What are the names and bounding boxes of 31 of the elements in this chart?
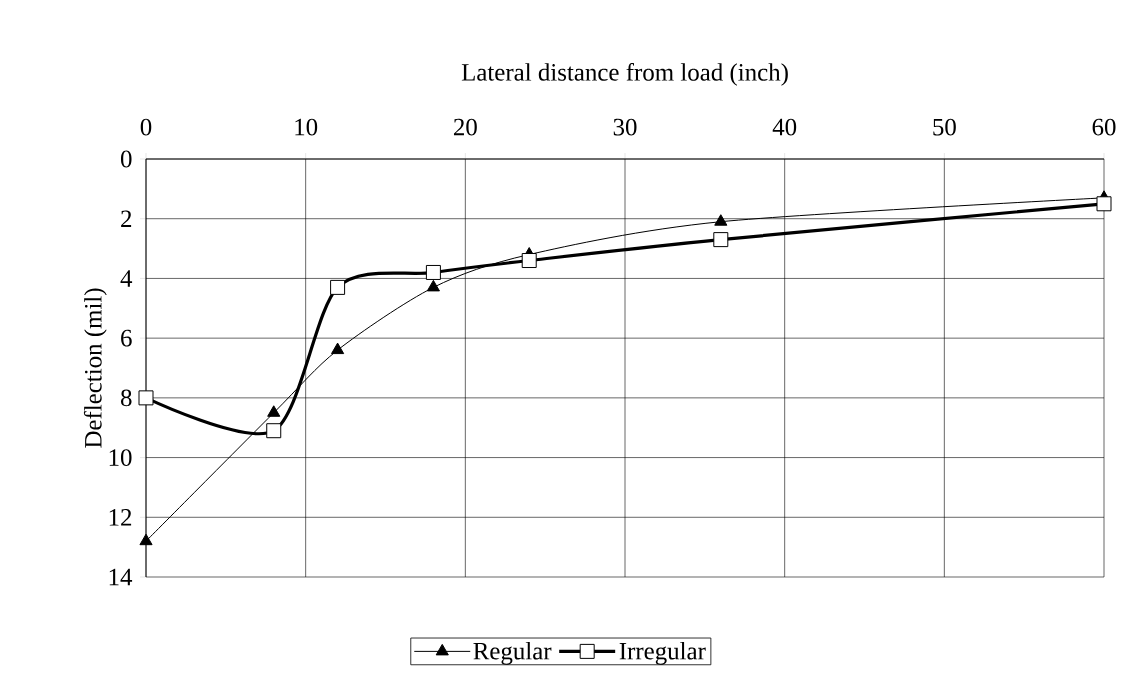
x-tick-label: 30 bbox=[613, 118, 637, 136]
legend-label: Irregular bbox=[619, 642, 706, 665]
x-tick-label: 20 bbox=[453, 118, 477, 136]
y-tick-label: 10 bbox=[109, 449, 132, 466]
point bbox=[266, 423, 282, 439]
point bbox=[267, 405, 281, 417]
point bbox=[521, 253, 537, 269]
y-axis-title: Deflection (mil) bbox=[83, 288, 107, 448]
x-axis-title: Lateral distance from load (inch) bbox=[461, 63, 788, 86]
y-tick-label: 14 bbox=[109, 568, 133, 586]
x-tick-label: 10 bbox=[295, 118, 318, 136]
point bbox=[331, 342, 345, 355]
y-tick-label: 2 bbox=[121, 210, 132, 227]
x-tick-label: 50 bbox=[933, 118, 956, 136]
point bbox=[425, 264, 441, 280]
point bbox=[138, 390, 154, 406]
point bbox=[426, 279, 440, 292]
y-tick-label: 4 bbox=[120, 270, 133, 287]
y-tick-label: 6 bbox=[121, 329, 132, 347]
point bbox=[1096, 196, 1112, 212]
y-tick-label: 8 bbox=[120, 389, 132, 407]
point bbox=[139, 533, 153, 546]
x-tick-label: 60 bbox=[1092, 118, 1116, 136]
x-tick-label: 40 bbox=[772, 118, 797, 136]
point bbox=[330, 279, 346, 295]
point bbox=[713, 232, 729, 248]
y-tick-label: 12 bbox=[109, 509, 132, 526]
y-tick-label: 0 bbox=[120, 150, 132, 168]
x-tick-label: 0 bbox=[140, 118, 152, 136]
legend-label: Regular bbox=[473, 642, 552, 665]
point bbox=[714, 214, 728, 226]
